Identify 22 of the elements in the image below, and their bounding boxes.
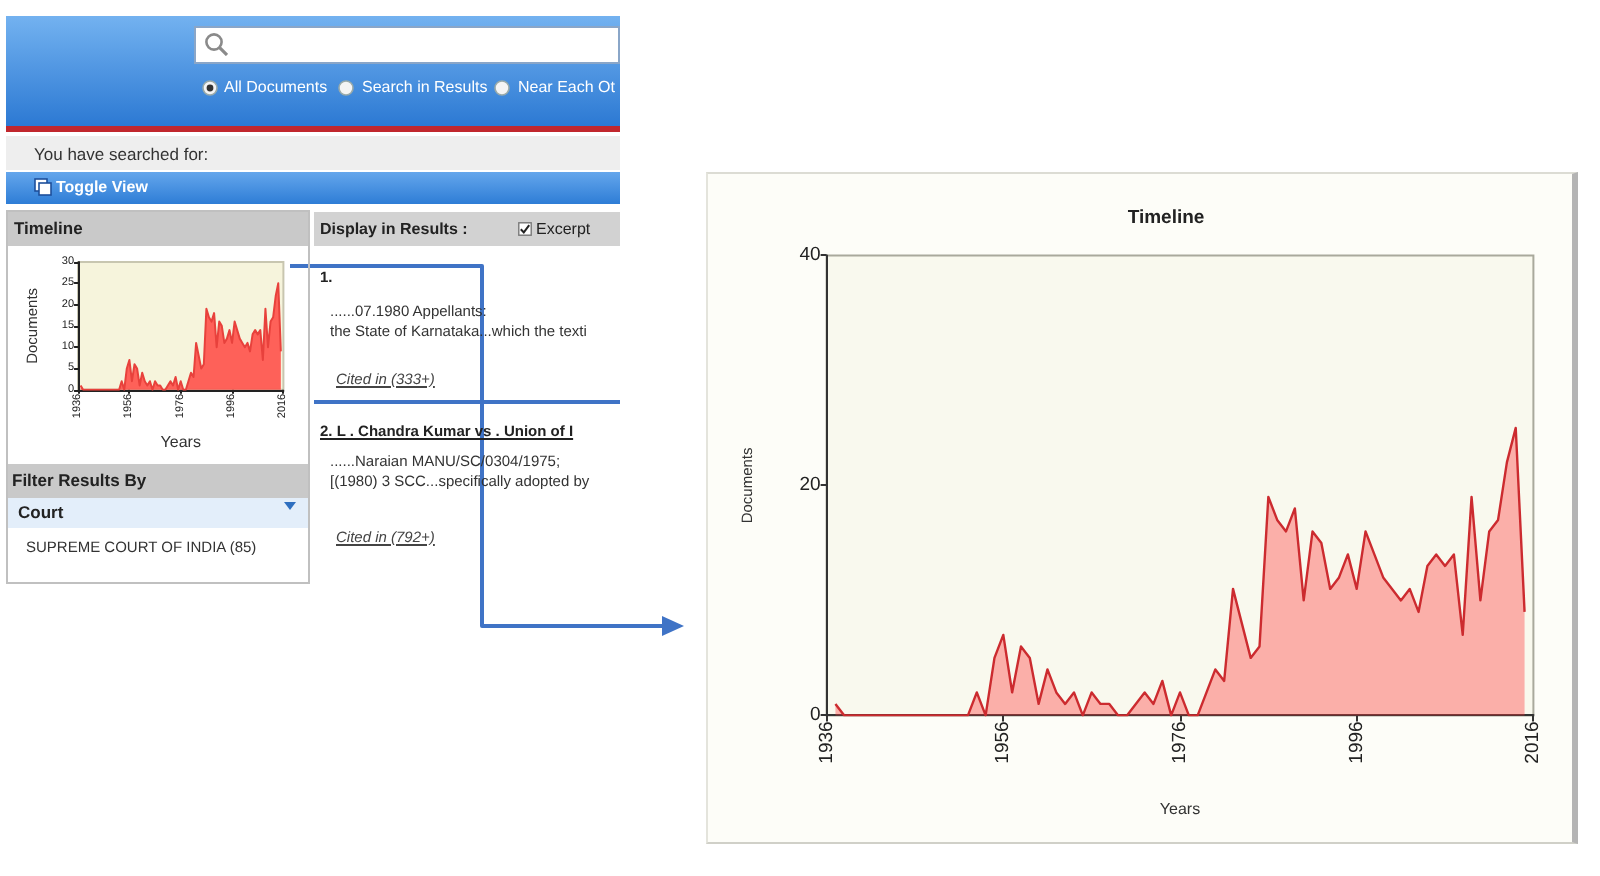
panel-header: Timeline [8,212,308,246]
text: Search in Results [362,78,488,98]
text: Excerpt [536,220,591,240]
x-axis-title: Years [1159,800,1201,819]
text: Filter Results By [12,469,147,491]
x-tick-label: 1996 [1345,721,1368,764]
text: Display in Results : [320,220,468,240]
x-tick-label: 1976 [1169,721,1191,764]
text: All Documents [224,78,328,98]
text: Toggle View [56,178,148,198]
chart-title: Timeline [14,218,83,240]
x-tick-label: 2016 [1522,721,1545,764]
x-tick-label: 1936 [815,721,838,764]
y-tick-label: 0 [810,704,821,727]
y-tick-label: 40 [799,244,821,267]
x-tick-label: 1956 [992,721,1015,764]
text: You have searched for: [34,143,209,165]
x-axis-title: Years [160,433,201,451]
chart-title: Timeline [1127,207,1205,229]
text: Court [18,501,64,523]
y-tick-label: 20 [799,474,821,497]
text: Near Each Ot [518,78,615,98]
